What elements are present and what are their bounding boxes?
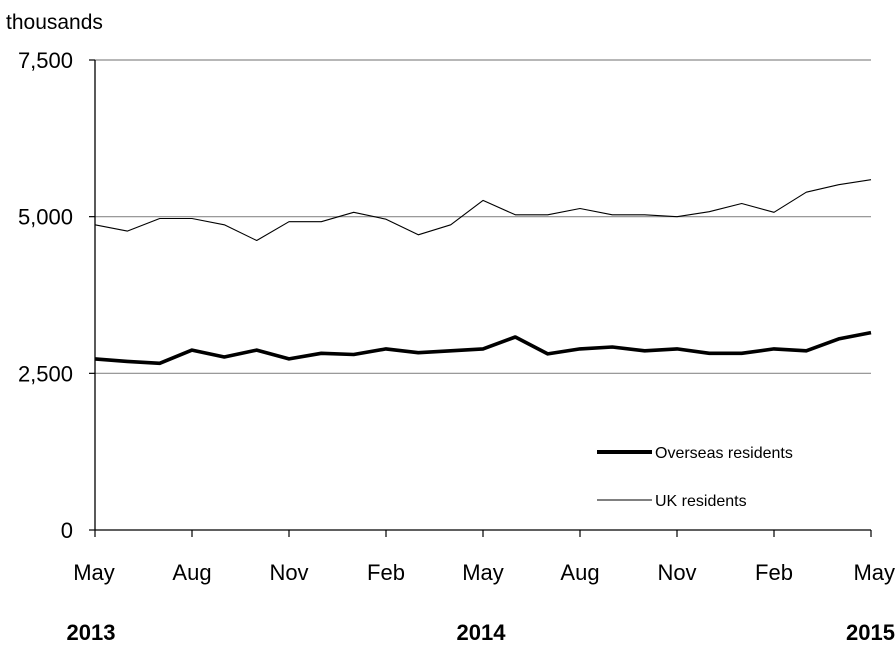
year-label: 2014 xyxy=(457,620,507,645)
y-tick-label: 5,000 xyxy=(18,205,73,230)
axes xyxy=(89,59,872,537)
x-tick-label: May xyxy=(462,560,504,585)
grid-lines xyxy=(95,59,871,374)
series-lines xyxy=(94,179,872,366)
y-tick-labels: 0 2,500 5,000 7,500 xyxy=(18,48,73,543)
x-tick-label: Nov xyxy=(657,560,696,585)
year-labels: 2013 2014 2015 xyxy=(67,620,895,645)
x-tick-label: Aug xyxy=(172,560,211,585)
x-tick-label: Feb xyxy=(367,560,405,585)
y-unit-label: thousands xyxy=(6,11,103,34)
x-tick-label: May xyxy=(73,560,115,585)
y-tick-label: 0 xyxy=(61,518,73,543)
series-line-uk-residents xyxy=(94,179,872,242)
series-line-overseas-residents xyxy=(94,330,872,366)
x-tick-label: May xyxy=(853,560,895,585)
x-tick-label: Feb xyxy=(755,560,793,585)
year-label: 2013 xyxy=(67,620,116,645)
x-tick-label: Nov xyxy=(269,560,308,585)
legend-label-uk-residents: UK residents xyxy=(655,493,747,510)
legend-label-overseas-residents: Overseas residents xyxy=(655,445,793,462)
year-label: 2015 xyxy=(846,620,895,645)
x-tick-labels: May Aug Nov Feb May Aug Nov Feb May xyxy=(73,560,895,585)
x-tick-label: Aug xyxy=(560,560,599,585)
y-tick-label: 2,500 xyxy=(18,361,73,386)
legend: Overseas residents UK residents xyxy=(597,445,793,510)
y-tick-label: 7,500 xyxy=(18,48,73,73)
